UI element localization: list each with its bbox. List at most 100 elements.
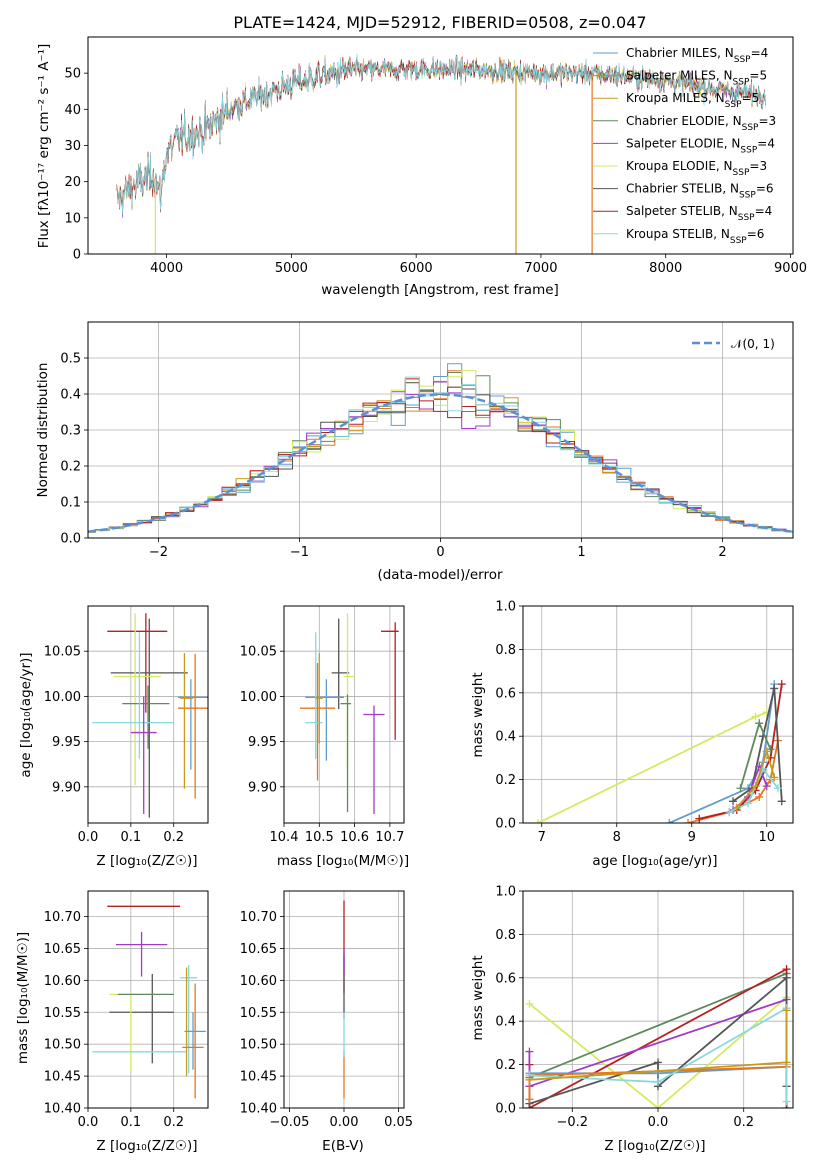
x-tick-label: 9000 — [774, 261, 807, 276]
mass-weight-marker — [525, 1075, 534, 1084]
mass-weight-marker — [755, 792, 764, 801]
plot-body — [525, 965, 791, 1108]
y-tick-label: 20 — [64, 175, 81, 190]
x-tick-label: 10.5 — [305, 830, 334, 845]
age-vs-mass-plot: 10.4 10.5 10.6 10.7 9.90 9.95 10.00 10.05 — [240, 605, 405, 845]
spectrum-legend: Chabrier MILES, NSSP=4 Salpeter MILES, NS… — [593, 46, 776, 246]
x-tick-label: 0.2 — [163, 830, 184, 845]
mass-weight-marker — [782, 965, 791, 974]
axes-frame — [87, 890, 209, 1109]
plot-body — [534, 680, 786, 823]
legend-entry: Chabrier MILES, NSSP=4 — [626, 46, 768, 65]
mass-vs-EBV-xlabel: E(B-V) — [322, 1138, 364, 1154]
mass-weight-marker — [762, 782, 771, 791]
mass-weight-marker — [762, 747, 771, 756]
y-tick-label: 0.8 — [495, 643, 516, 658]
mass-weight-marker — [525, 1047, 534, 1056]
plot-body — [92, 905, 206, 1099]
mass-weight-marker — [525, 999, 534, 1008]
x-tick-label: 0.0 — [648, 1115, 669, 1130]
mass-weight-marker — [725, 808, 734, 817]
y-tick-label: 0.8 — [495, 928, 516, 943]
y-tick-label: 10.05 — [44, 645, 81, 660]
mass-weight-marker — [729, 797, 737, 806]
mass-weight-marker — [770, 684, 779, 693]
spectrum-xlabel: wavelength [Angstrom, rest frame] — [321, 282, 559, 298]
mass-weight-marker — [777, 797, 786, 806]
x-tick-label: 10 — [758, 830, 775, 845]
x-tick-label: 10.6 — [340, 830, 369, 845]
axes-frame — [87, 605, 209, 824]
y-tick-label: 1.0 — [495, 600, 516, 615]
histogram-step — [88, 376, 793, 533]
y-tick-label: 0.2 — [495, 773, 516, 788]
mass-weight-series-line — [736, 748, 776, 809]
age-vs-Z-panel: 0.0 0.1 0.2 9.90 9.95 10.00 10.05 Z [log₁₀(Z/Z… — [18, 605, 209, 869]
y-tick-label: 0.0 — [495, 817, 516, 832]
y-tick-label: 0.5 — [60, 352, 81, 367]
y-tick-label: 10.05 — [240, 645, 277, 660]
age-vs-Z-plot: 0.0 0.1 0.2 9.90 9.95 10.00 10.05 — [44, 605, 209, 845]
weight-vs-age-xlabel: age [log₁₀(age/yr)] — [592, 853, 717, 869]
y-tick-label: 9.90 — [52, 780, 81, 795]
x-tick-label: 0.0 — [78, 830, 99, 845]
y-tick-label: 10.70 — [240, 910, 277, 925]
x-tick-label: 9 — [688, 830, 696, 845]
x-tick-label: 1 — [577, 545, 585, 560]
y-tick-label: 0.4 — [495, 730, 516, 745]
x-tick-label: −1 — [290, 545, 309, 560]
y-tick-label: 9.90 — [248, 780, 277, 795]
y-tick-label: 0.4 — [495, 1015, 516, 1030]
y-tick-label: 10 — [64, 211, 81, 226]
x-tick-label: 0.2 — [163, 1115, 184, 1130]
y-tick-label: 10.65 — [44, 942, 81, 957]
y-tick-label: 10.65 — [240, 942, 277, 957]
spectrum-series-line — [116, 53, 766, 215]
spectrum-plot: 4000 5000 6000 7000 8000 9000 0 10 20 30 40 50 Chabr… — [64, 36, 807, 276]
y-tick-label: 40 — [64, 103, 81, 118]
x-tick-label: 2 — [718, 545, 726, 560]
y-tick-label: 9.95 — [52, 735, 81, 750]
legend-entry: Chabrier ELODIE, NSSP=3 — [626, 114, 776, 133]
x-tick-label: 0.1 — [121, 830, 142, 845]
y-tick-label: 0.6 — [495, 686, 516, 701]
mass-weight-marker — [751, 712, 760, 721]
x-tick-label: 7000 — [524, 261, 557, 276]
y-tick-label: 9.95 — [248, 735, 277, 750]
y-tick-label: 10.45 — [240, 1070, 277, 1085]
mass-weight-marker — [782, 1058, 791, 1067]
x-tick-label: 0 — [436, 545, 444, 560]
x-tick-label: 4000 — [150, 261, 183, 276]
y-tick-label: 10.55 — [44, 1006, 81, 1021]
mass-vs-Z-ylabel: mass [log₁₀(M/M☉)] — [15, 932, 31, 1064]
mass-weight-marker — [755, 719, 764, 728]
y-tick-label: 10.40 — [44, 1102, 81, 1117]
y-tick-label: 10.55 — [240, 1006, 277, 1021]
plot-body — [299, 613, 399, 814]
legend-entry: Kroupa STELIB, NSSP=6 — [626, 227, 764, 246]
weight-vs-Z-panel: −0.2 0.0 0.2 0.0 0.2 0.4 0.6 0.8 1.0 Z [log₁₀(Z/… — [470, 885, 794, 1154]
legend-entry: 𝒩(0, 1) — [731, 337, 775, 351]
y-tick-label: 0.4 — [60, 388, 81, 403]
spectrum-ylabel: Flux [fλ10⁻¹⁷ erg cm⁻² s⁻¹ A⁻¹] — [36, 44, 52, 249]
y-tick-label: 50 — [64, 67, 81, 82]
y-tick-label: 10.50 — [240, 1038, 277, 1053]
y-tick-label: 0.6 — [495, 971, 516, 986]
y-tick-label: 10.50 — [44, 1038, 81, 1053]
residuals-panel: −2 −1 0 1 2 0.0 0.1 0.2 0.3 0.4 0.5 𝒩(0, 1) (data-m… — [35, 321, 794, 583]
plot-body — [88, 363, 793, 533]
mass-vs-EBV-plot: −0.05 0.00 0.05 10.40 10.45 10.50 10.55 10.60 10… — [240, 890, 413, 1130]
legend-entry: Chabrier STELIB, NSSP=6 — [626, 182, 774, 201]
weight-vs-Z-ylabel: mass weight — [470, 955, 486, 1040]
normal-reference-curve — [88, 393, 793, 533]
axes-frame — [283, 605, 405, 824]
x-tick-label: −2 — [149, 545, 168, 560]
mass-weight-series-line — [529, 972, 787, 1079]
y-tick-label: 0.3 — [60, 424, 81, 439]
x-tick-label: 0.2 — [733, 1115, 754, 1130]
mass-weight-marker — [744, 799, 752, 808]
y-tick-label: 0.2 — [495, 1058, 516, 1073]
residuals-xlabel: (data-model)/error — [377, 567, 503, 583]
mass-weight-marker — [777, 680, 786, 689]
